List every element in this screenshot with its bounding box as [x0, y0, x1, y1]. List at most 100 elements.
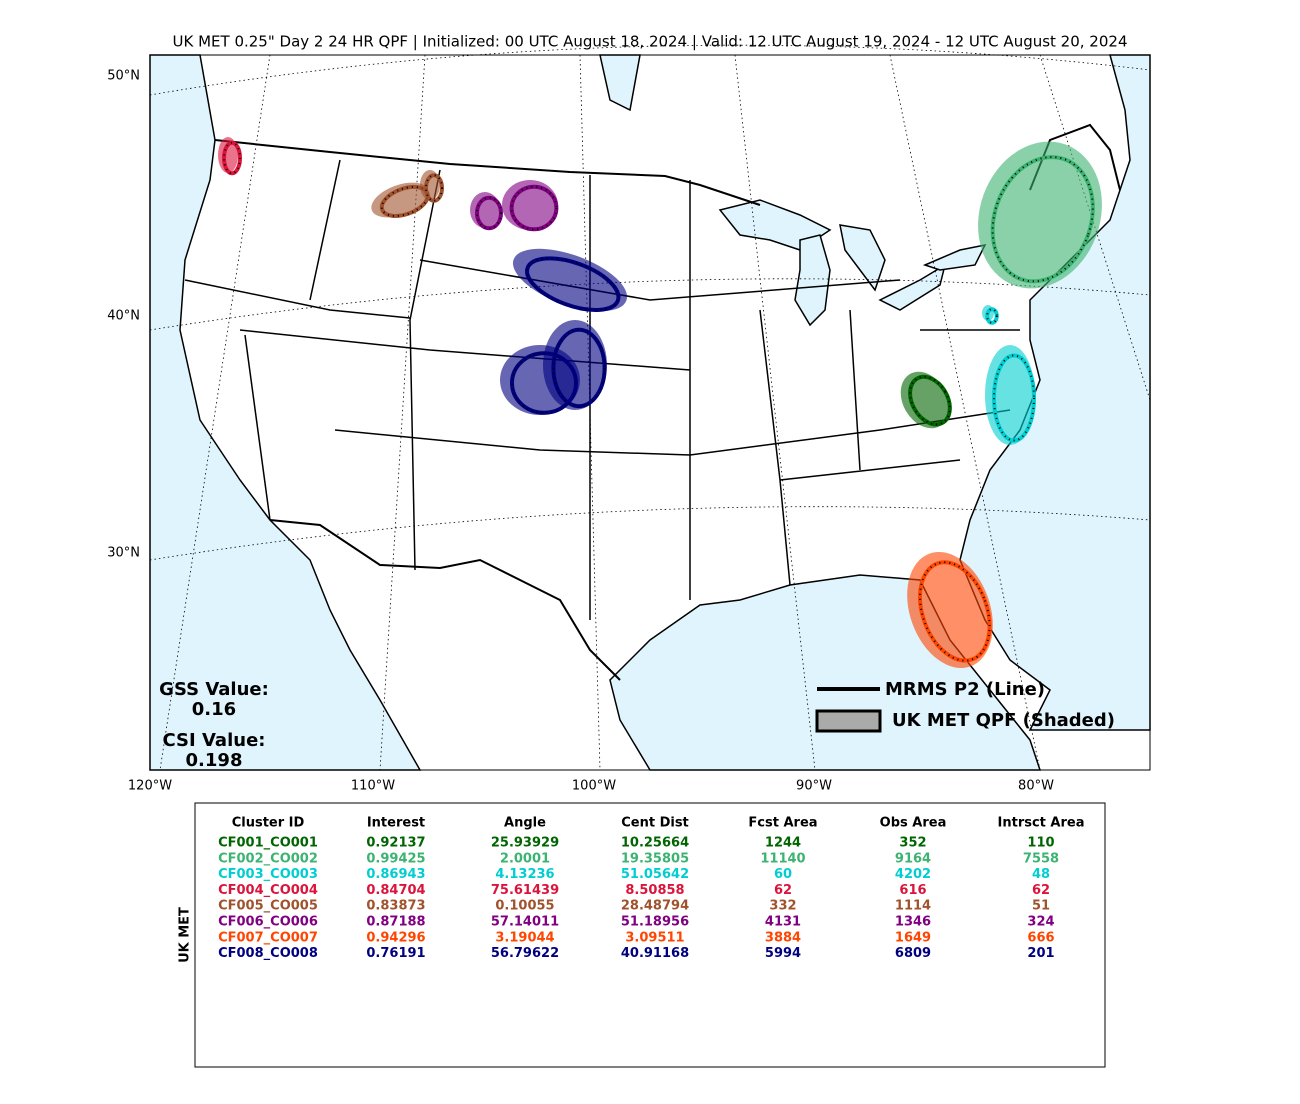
table-cell: 60 [774, 867, 792, 882]
table-cell: 28.48794 [621, 899, 689, 914]
column-header: Cent Dist [621, 816, 689, 831]
table-cell: 57.14011 [491, 915, 559, 930]
cluster-dots [552, 328, 606, 408]
cluster-shade [512, 248, 628, 312]
table-cell: CF007_CO007 [218, 930, 318, 945]
table-cell: 1114 [895, 899, 931, 914]
column-header: Angle [504, 816, 546, 831]
table-cell: CF008_CO008 [218, 946, 318, 961]
table-cell: 48 [1032, 867, 1050, 882]
legend-label: MRMS P2 (Line) [885, 679, 1045, 700]
lat-label: 50°N [107, 69, 140, 84]
table-cell: CF001_CO001 [218, 836, 318, 851]
table-cell: 3884 [765, 930, 801, 945]
table-cell: 10.25664 [621, 836, 689, 851]
table-cell: CF003_CO003 [218, 867, 318, 882]
cluster-dots [223, 141, 241, 175]
title: UK MET 0.25" Day 2 24 HR QPF | Initializ… [173, 33, 1128, 51]
table-cell: 62 [1032, 883, 1050, 898]
table-frame [194, 802, 1106, 1068]
table-cell: 4131 [765, 915, 801, 930]
table-cell: 11140 [760, 851, 805, 866]
table-cell: 7558 [1023, 851, 1059, 866]
table-cell: 2.0001 [500, 851, 550, 866]
table-cell: CF006_CO006 [218, 915, 318, 930]
cluster-shade [371, 182, 429, 218]
table-cell: 110 [1027, 836, 1054, 851]
lon-label: 120°W [128, 779, 172, 794]
column-header: Obs Area [880, 816, 947, 831]
map-frame [149, 54, 1151, 771]
gss-value: 0.16 [192, 699, 236, 720]
table-cell: 8.50858 [625, 883, 684, 898]
table-cell: 0.94296 [366, 930, 425, 945]
table-cell: 51.18956 [621, 915, 689, 930]
table-cell: 3.19044 [495, 930, 554, 945]
table-cell: 1346 [895, 915, 931, 930]
cluster-dots [909, 375, 951, 426]
table-cell: CF004_CO004 [218, 883, 318, 898]
table-cell: 51 [1032, 899, 1050, 914]
cluster-dots [986, 308, 998, 324]
table: Cluster ID Interest Angle Cent Dist Fcst Are… [218, 816, 1084, 962]
lon-label: 90°W [796, 779, 832, 794]
table-cell: 324 [1027, 915, 1054, 930]
table-cell: 0.92137 [366, 836, 425, 851]
cluster-outline [990, 155, 1095, 284]
table-cell: 352 [899, 836, 926, 851]
map: 50°N 40°N 30°N 120°W 110°W 100°W 90°W 80… [107, 44, 1151, 794]
table-cell: 25.93929 [491, 836, 559, 851]
table-cell: 5994 [765, 946, 801, 961]
table-cell: 332 [769, 899, 796, 914]
table-cell: 75.61439 [491, 883, 559, 898]
column-header: Interest [367, 816, 425, 831]
table-cell: 6809 [895, 946, 931, 961]
table-cell: 0.99425 [366, 851, 425, 866]
lat-label: 30°N [107, 546, 140, 561]
table-cell: 51.05642 [621, 867, 689, 882]
cluster-dots [526, 257, 620, 312]
clusters [218, 137, 1102, 669]
table-cell: 0.84704 [366, 883, 425, 898]
table-cell: 0.86943 [366, 867, 425, 882]
table-cell: 666 [1027, 930, 1054, 945]
table-cell: 4202 [895, 867, 931, 882]
table-cell: 40.91168 [621, 946, 689, 961]
table-cell: 0.76191 [366, 946, 425, 961]
table-cell: 1649 [895, 930, 931, 945]
cluster-shade [907, 551, 993, 669]
legend-swatch [815, 709, 882, 733]
table-cell: 9164 [895, 851, 931, 866]
table-cell: 1244 [765, 836, 801, 851]
table-cell: CF005_CO005 [218, 899, 318, 914]
table-cell: 616 [899, 883, 926, 898]
csi-label: CSI Value: [163, 730, 266, 751]
column-header: Cluster ID [232, 816, 305, 831]
gss-label: GSS Value: [159, 679, 269, 700]
table-cell: 0.10055 [495, 899, 554, 914]
table-cell: 201 [1027, 946, 1054, 961]
lon-label: 110°W [351, 779, 395, 794]
table-cell: 56.79622 [491, 946, 559, 961]
csi-value: 0.198 [186, 750, 243, 771]
table-cell: CF002_CO002 [218, 851, 318, 866]
column-header: Fcst Area [748, 816, 817, 831]
cluster-dots [425, 174, 443, 202]
table-cell: 62 [774, 883, 792, 898]
lon-label: 80°W [1018, 779, 1054, 794]
table-cell: 0.87188 [366, 915, 425, 930]
table-cell: 4.13236 [495, 867, 554, 882]
table-cell: 0.83873 [366, 899, 425, 914]
table-cell: 3.09511 [625, 930, 684, 945]
cluster-dots [476, 196, 502, 230]
cluster-dots [510, 185, 558, 231]
lon-label: 100°W [572, 779, 616, 794]
column-header: Intrsct Area [998, 816, 1085, 831]
lat-label: 40°N [107, 309, 140, 324]
legend-label: UK MET QPF (Shaded) [892, 710, 1115, 731]
table-side-label: UK MET [178, 907, 193, 963]
cluster-dots [993, 354, 1035, 442]
cluster-dots [919, 561, 991, 662]
table-cell: 19.35805 [621, 851, 689, 866]
